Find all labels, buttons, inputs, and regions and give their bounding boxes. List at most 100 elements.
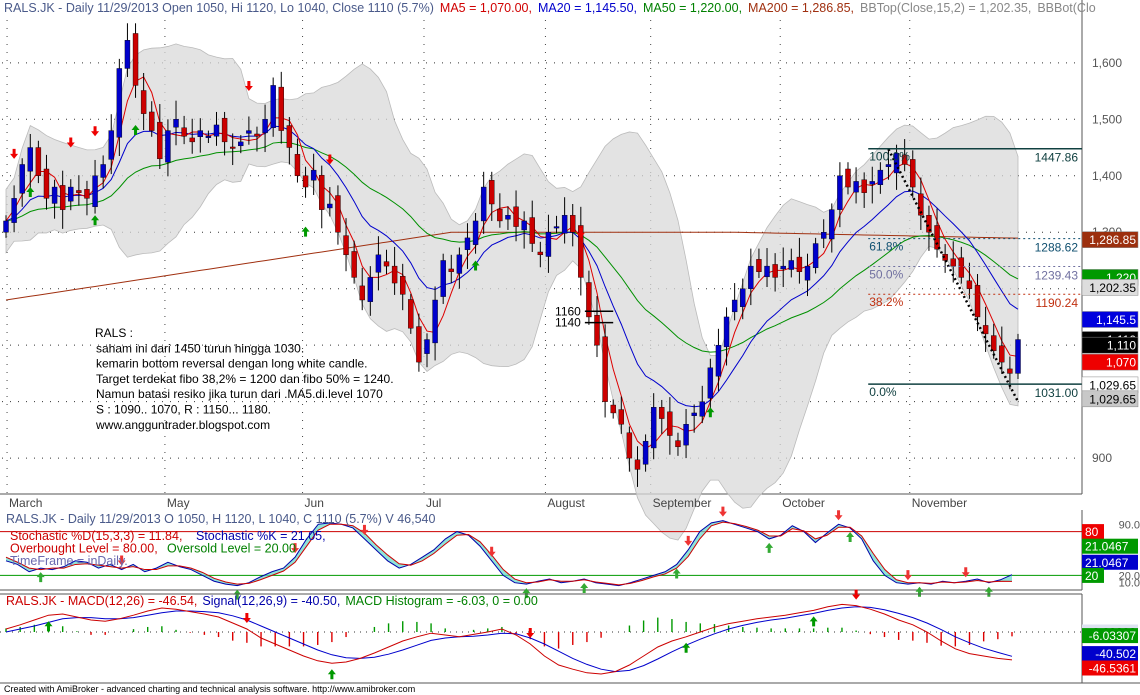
fib-percent-label-2: 50.0% <box>869 267 903 281</box>
macd-sell-arrow-1 <box>526 628 535 638</box>
candle-body-39 <box>319 174 325 210</box>
level-label-0: 1160 <box>555 304 581 318</box>
candle-body-119 <box>966 280 973 289</box>
candle-body-24 <box>197 130 204 138</box>
candle-body-20 <box>165 130 171 163</box>
candle-body-87 <box>707 367 714 399</box>
value-badge-6 <box>1081 353 1139 371</box>
candle-body-34 <box>278 86 284 131</box>
candle-body-38 <box>310 169 317 181</box>
candle-body-111 <box>901 154 908 165</box>
candle-body-91 <box>740 288 746 307</box>
candle-body-10 <box>84 189 90 199</box>
macd-legend-0: RALS.JK - MACD(12,26) = -46.54, <box>6 594 197 608</box>
sell-arrow-2 <box>91 126 100 137</box>
candle-body-42 <box>343 235 349 256</box>
candle-body-57 <box>464 237 471 250</box>
annotation-line-3: Target terdekat fibo 38,2% = 1200 dan fi… <box>96 372 394 386</box>
candle-body-21 <box>173 119 179 128</box>
candle-body-85 <box>691 412 697 416</box>
ma50-line <box>5 141 1019 353</box>
value-badge-3 <box>1081 311 1139 328</box>
candle-body-102 <box>829 209 835 240</box>
stoch-badge-text-2: 21.0467 <box>1085 556 1129 570</box>
candle-body-5 <box>43 168 50 199</box>
candle-body-49 <box>400 276 406 295</box>
candle-body-94 <box>764 265 770 278</box>
candle-body-14 <box>116 68 123 138</box>
fib-value-label-2: 1239.43 <box>1035 268 1079 282</box>
candle-body-25 <box>205 136 212 138</box>
candle-body-51 <box>416 326 422 363</box>
stoch-sell-arrow-2 <box>360 524 369 535</box>
candle-body-65 <box>529 217 535 244</box>
stoch-sell-arrow-7 <box>903 570 912 581</box>
candle-body-99 <box>804 265 811 281</box>
candle-body-80 <box>650 407 657 449</box>
candle-body-35 <box>286 125 293 148</box>
candle-body-117 <box>950 258 956 267</box>
candle-body-115 <box>934 225 940 250</box>
value-badge-0 <box>1081 231 1139 248</box>
stoch-d-line <box>5 521 1013 586</box>
stoch-buy-arrow-2 <box>522 588 531 599</box>
fib-value-label-0: 1447.86 <box>1035 151 1079 165</box>
candle-body-83 <box>675 440 681 448</box>
stoch-k-line <box>5 520 1013 587</box>
header-segment-4: MA200 = 1,286.85, <box>748 1 854 15</box>
candle-body-31 <box>254 133 260 137</box>
candle-body-77 <box>626 432 633 459</box>
stoch-legend-0: Stochastic %D(15,3,3) = 11.84, <box>10 529 182 543</box>
buy-arrow-5 <box>706 407 715 418</box>
candle-body-122 <box>991 335 997 352</box>
candle-body-104 <box>845 168 851 188</box>
candle-body-103 <box>837 175 843 210</box>
ma20-line <box>5 125 1019 408</box>
candle-body-70 <box>570 215 576 233</box>
candle-body-45 <box>367 277 374 302</box>
candle-body-9 <box>76 190 82 193</box>
candles <box>3 23 1021 487</box>
month-label-1: May <box>167 496 190 510</box>
fib-percent-label-0: 100.0% <box>869 150 910 164</box>
candle-body-107 <box>869 181 875 185</box>
candle-body-62 <box>505 215 511 220</box>
stoch-badge-text-0: 80 <box>1085 525 1099 539</box>
month-label-0: March <box>9 496 42 510</box>
candle-body-48 <box>391 265 398 284</box>
stoch-tick-label-1: 20.0 <box>1119 570 1140 582</box>
fib-percent-label-1: 61.8% <box>869 240 903 254</box>
fib-percent-label-4: 0.0% <box>869 385 897 399</box>
candle-body-75 <box>610 404 616 414</box>
candle-body-50 <box>408 299 414 329</box>
fib-value-label-3: 1190.24 <box>1036 296 1079 310</box>
candle-body-6 <box>51 186 58 204</box>
buy-arrow-1 <box>91 215 100 226</box>
stochastic-panel: RALS.JK - Daily 11/29/2013 O 1050, H 112… <box>0 506 1140 600</box>
stoch-buy-arrow-3 <box>580 583 589 594</box>
macd-buy-arrow-0 <box>44 621 53 632</box>
stoch-badge-2 <box>1082 554 1138 570</box>
candle-body-113 <box>918 193 924 216</box>
candle-body-19 <box>157 121 163 160</box>
candle-body-89 <box>723 316 730 348</box>
candle-body-108 <box>877 169 884 185</box>
price-tick-label-5: 1,400 <box>1092 169 1122 183</box>
candle-body-44 <box>359 285 365 301</box>
value-badges: 1,286.851,2201,202.351,145.51,1101,1101,… <box>1081 231 1139 408</box>
candle-body-76 <box>618 409 624 425</box>
macd-badge-3 <box>1082 660 1138 676</box>
stoch-legend-1: Stochastic %K = 21.05, <box>196 529 326 543</box>
candle-body-18 <box>149 111 155 131</box>
candle-body-78 <box>634 459 641 470</box>
stoch-tick-label-0: 10.0 <box>1119 578 1140 590</box>
candle-body-28 <box>229 146 236 149</box>
value-badge-text-2: 1,202.35 <box>1089 281 1136 295</box>
candle-body-112 <box>910 159 916 188</box>
stoch-badge-text-1: 21.0467 <box>1085 540 1129 554</box>
stoch-tick-label-2: 90.0 <box>1119 519 1140 531</box>
candle-body-118 <box>958 257 965 278</box>
stoch-buy-arrow-5 <box>765 542 774 553</box>
candle-body-123 <box>999 345 1005 363</box>
